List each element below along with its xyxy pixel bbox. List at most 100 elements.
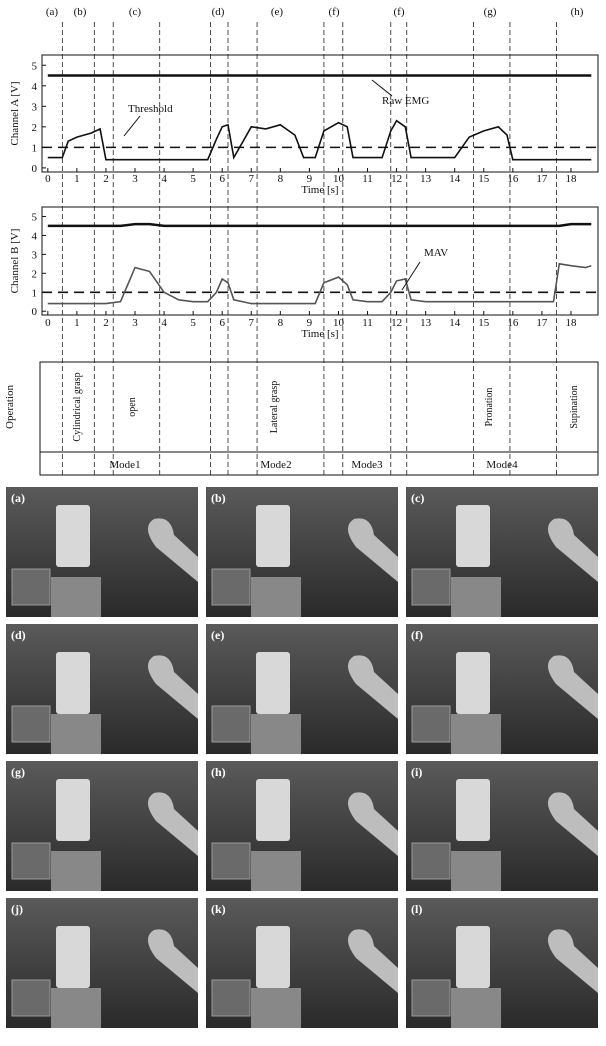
x-tick-label: 15 [478, 317, 490, 329]
x-tick-label: 10 [333, 173, 345, 185]
photo-label: (d) [11, 628, 26, 642]
mode-label: Mode1 [109, 459, 140, 471]
motor [411, 842, 451, 880]
human-arm [547, 929, 598, 993]
robot-hand [256, 652, 290, 714]
operation-item: open [127, 397, 138, 416]
x-tick-label: 13 [420, 317, 432, 329]
robot-hand [56, 652, 90, 714]
x-tick-label: 3 [132, 173, 138, 185]
x-tick-label: 7 [249, 173, 255, 185]
threshold-label: Threshold [128, 103, 173, 115]
series-line [47, 222, 592, 228]
robot-base [51, 851, 101, 891]
x-tick-label: 5 [190, 173, 196, 185]
human-arm [547, 518, 598, 582]
series-line [47, 262, 592, 305]
annotation-arrow [401, 261, 421, 291]
x-tick-label: 1 [74, 317, 80, 329]
operation-item: Cylindrical grasp [72, 372, 83, 441]
photo: (j) [6, 898, 198, 1028]
x-axis-label: Time [s] [301, 328, 338, 340]
photo: (l) [406, 898, 598, 1028]
robot-hand [456, 779, 490, 841]
human-arm [547, 655, 598, 719]
y-tick-label: 2 [32, 122, 38, 134]
photo: (e) [206, 624, 398, 754]
x-tick-label: 1 [74, 173, 80, 185]
series-line [47, 119, 592, 161]
x-tick-label: 14 [449, 317, 461, 329]
x-tick-label: 6 [219, 173, 225, 185]
robot-base [51, 714, 101, 754]
annotation: MAV [424, 247, 448, 259]
mode-label: Mode2 [260, 459, 291, 471]
x-tick-label: 3 [132, 317, 138, 329]
robot-hand [456, 505, 490, 567]
phase-label: (b) [74, 6, 87, 18]
x-tick-label: 14 [449, 173, 461, 185]
photo-label: (g) [11, 765, 25, 779]
motor [211, 979, 251, 1017]
motor [411, 705, 451, 743]
motor [11, 842, 51, 880]
robot-base [451, 988, 501, 1028]
y-tick-label: 4 [32, 81, 38, 93]
y-tick-label: 5 [32, 60, 38, 72]
y-axis-label: Channel B [V] [9, 229, 21, 294]
mode-label: Mode4 [486, 459, 518, 471]
photo-label: (k) [211, 902, 226, 916]
robot-base [51, 988, 101, 1028]
phase-label: (c) [129, 6, 142, 18]
photo: (b) [206, 487, 398, 617]
human-arm [347, 518, 398, 582]
photo: (h) [206, 761, 398, 891]
x-tick-label: 17 [536, 317, 548, 329]
photo-label: (h) [211, 765, 226, 779]
operation-item: Lateral grasp [269, 381, 280, 433]
x-tick-label: 10 [333, 317, 345, 329]
operation-header: Operation [4, 385, 16, 429]
x-tick-label: 8 [278, 173, 284, 185]
x-tick-label: 12 [391, 173, 402, 185]
robot-hand [56, 505, 90, 567]
motor [211, 568, 251, 606]
photo: (d) [6, 624, 198, 754]
photo: (k) [206, 898, 398, 1028]
motor [211, 705, 251, 743]
x-tick-label: 8 [278, 317, 284, 329]
x-tick-label: 0 [45, 173, 51, 185]
annotation-arrow [371, 79, 393, 97]
motor [211, 842, 251, 880]
robot-base [251, 577, 301, 617]
robot-hand [256, 779, 290, 841]
y-tick-label: 4 [32, 230, 38, 242]
robot-base [251, 714, 301, 754]
y-tick-label: 1 [32, 142, 38, 154]
x-tick-label: 13 [420, 173, 432, 185]
x-tick-label: 9 [307, 173, 313, 185]
x-tick-label: 11 [362, 173, 373, 185]
motor [11, 568, 51, 606]
operation-item: Pronation [484, 388, 495, 427]
threshold-arrow [123, 115, 141, 137]
x-tick-label: 17 [536, 173, 548, 185]
robot-hand [56, 926, 90, 988]
phase-label: (f) [329, 6, 340, 18]
robot-base [251, 851, 301, 891]
annotation: Raw EMG [382, 95, 429, 107]
y-tick-label: 0 [32, 163, 38, 175]
phase-label: (f) [394, 6, 405, 18]
plot-frame [41, 54, 599, 173]
y-tick-label: 0 [32, 306, 38, 318]
human-arm [547, 792, 598, 856]
photo-label: (b) [211, 491, 226, 505]
x-tick-label: 16 [507, 317, 519, 329]
human-arm [147, 929, 198, 993]
phase-label: (g) [484, 6, 497, 18]
y-tick-label: 3 [32, 249, 38, 261]
photo: (a) [6, 487, 198, 617]
human-arm [347, 655, 398, 719]
human-arm [147, 655, 198, 719]
robot-base [251, 988, 301, 1028]
